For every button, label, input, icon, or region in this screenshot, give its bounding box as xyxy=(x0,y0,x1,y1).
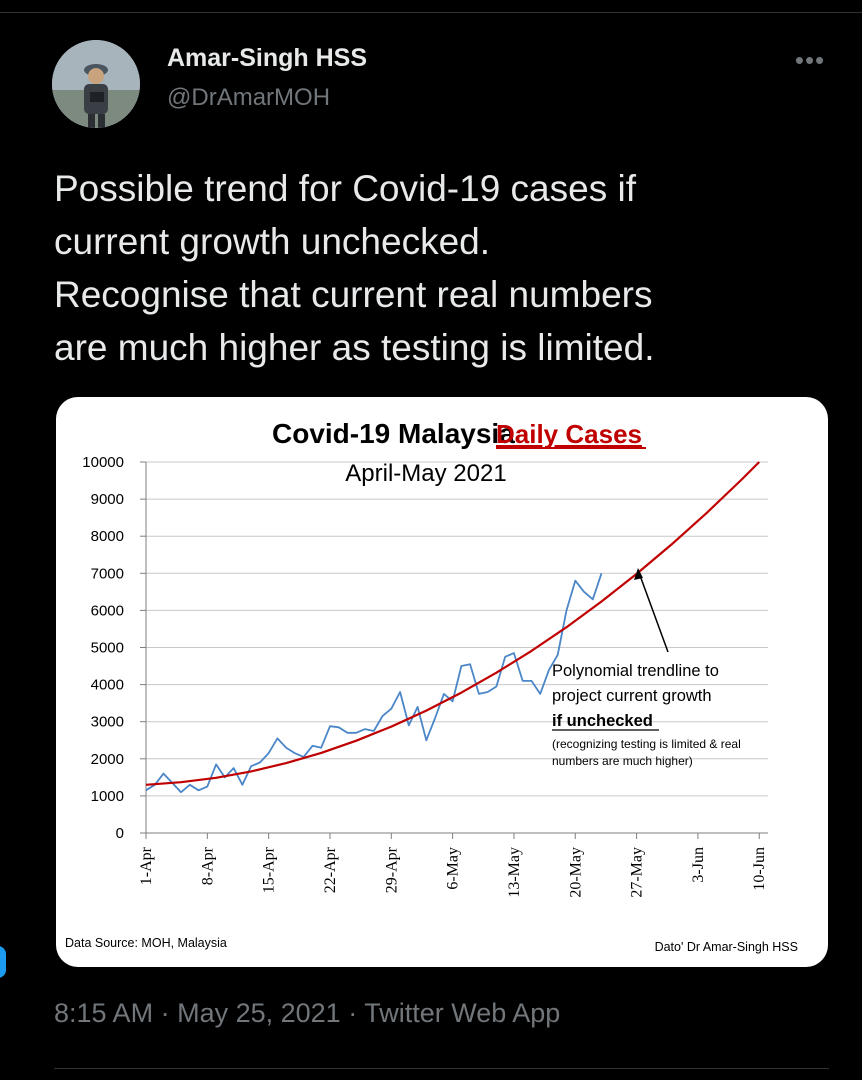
y-tick-label: 3000 xyxy=(91,714,124,731)
x-tick-label: 29-Apr xyxy=(383,846,400,893)
x-tick-label: 6-May xyxy=(445,847,462,890)
chart-title: Covid-19 Malaysia xyxy=(272,418,515,449)
y-tick-label: 6000 xyxy=(91,602,124,619)
bottom-divider xyxy=(54,1068,829,1069)
covid-chart: Covid-19 Malaysia Daily Cases April-May … xyxy=(65,418,798,954)
y-tick-label: 7000 xyxy=(91,565,124,582)
x-tick-label: 13-May xyxy=(506,847,523,898)
avatar[interactable] xyxy=(52,40,140,128)
y-tick-label: 1000 xyxy=(91,788,124,805)
more-options-button[interactable]: ••• xyxy=(792,45,828,75)
trendline-curve xyxy=(145,461,760,786)
tweet-media-image[interactable]: Covid-19 Malaysia Daily Cases April-May … xyxy=(56,397,828,967)
x-tick-label: 27-May xyxy=(629,847,646,898)
chart-axes: 0 1000 2000 3000 4000 5000 6000 7000 8000 9000 100… xyxy=(82,454,768,898)
chart-annotation: Polynomial trendline to project current … xyxy=(552,568,741,768)
y-tick-label: 9000 xyxy=(91,491,124,508)
daily-cases-line xyxy=(145,573,603,794)
x-tick-label: 20-May xyxy=(567,847,584,898)
y-tick-label: 5000 xyxy=(91,640,124,657)
annotation-line-1: Polynomial trendline to xyxy=(552,662,719,680)
chart-source-left: Data Source: MOH, Malaysia xyxy=(65,936,227,950)
chart-source-right: Dato' Dr Amar-Singh HSS xyxy=(655,940,798,954)
annotation-line-3: if unchecked xyxy=(552,712,653,730)
y-tick-label: 8000 xyxy=(91,528,124,545)
y-tick-label: 10000 xyxy=(82,454,124,471)
top-divider xyxy=(0,12,862,13)
y-tick-label: 4000 xyxy=(91,677,124,694)
y-tick-label: 0 xyxy=(116,825,124,842)
tweet-text: Possible trend for Covid-19 cases if cur… xyxy=(54,168,655,368)
annotation-arrow-line xyxy=(637,569,669,653)
x-tick-label: 22-Apr xyxy=(322,846,339,893)
x-tick-label: 10-Jun xyxy=(751,847,768,891)
tweet-time[interactable]: 8:15 AM xyxy=(54,998,154,1028)
annotation-line-2: project current growth xyxy=(552,687,712,705)
tweet-source[interactable]: Twitter Web App xyxy=(364,998,561,1028)
user-handle[interactable]: @DrAmarMOH xyxy=(167,84,331,111)
x-tick-label: 15-Apr xyxy=(261,846,278,893)
display-name[interactable]: Amar-Singh HSS xyxy=(167,44,368,72)
annotation-line-5: numbers are much higher) xyxy=(552,754,693,768)
x-tick-label: 1-Apr xyxy=(138,846,155,885)
meta-separator: · xyxy=(348,998,358,1028)
x-tick-label: 3-Jun xyxy=(690,847,707,883)
avatar-photo-icon xyxy=(52,40,140,128)
more-horizontal-icon: ••• xyxy=(794,45,826,75)
x-tick-label: 8-Apr xyxy=(199,846,216,885)
left-edge-indicator xyxy=(0,946,6,978)
meta-separator: · xyxy=(160,998,170,1028)
chart-series xyxy=(145,461,760,794)
annotation-arrow-head xyxy=(634,568,643,580)
annotation-line-4: (recognizing testing is limited & real xyxy=(552,737,741,751)
tweet-date[interactable]: May 25, 2021 xyxy=(177,998,341,1028)
chart-title-highlight: Daily Cases xyxy=(496,419,642,449)
y-tick-label: 2000 xyxy=(91,751,124,768)
tweet-meta: 8:15 AM · May 25, 2021 · Twitter Web App xyxy=(54,998,560,1029)
chart-subtitle: April-May 2021 xyxy=(345,460,506,487)
